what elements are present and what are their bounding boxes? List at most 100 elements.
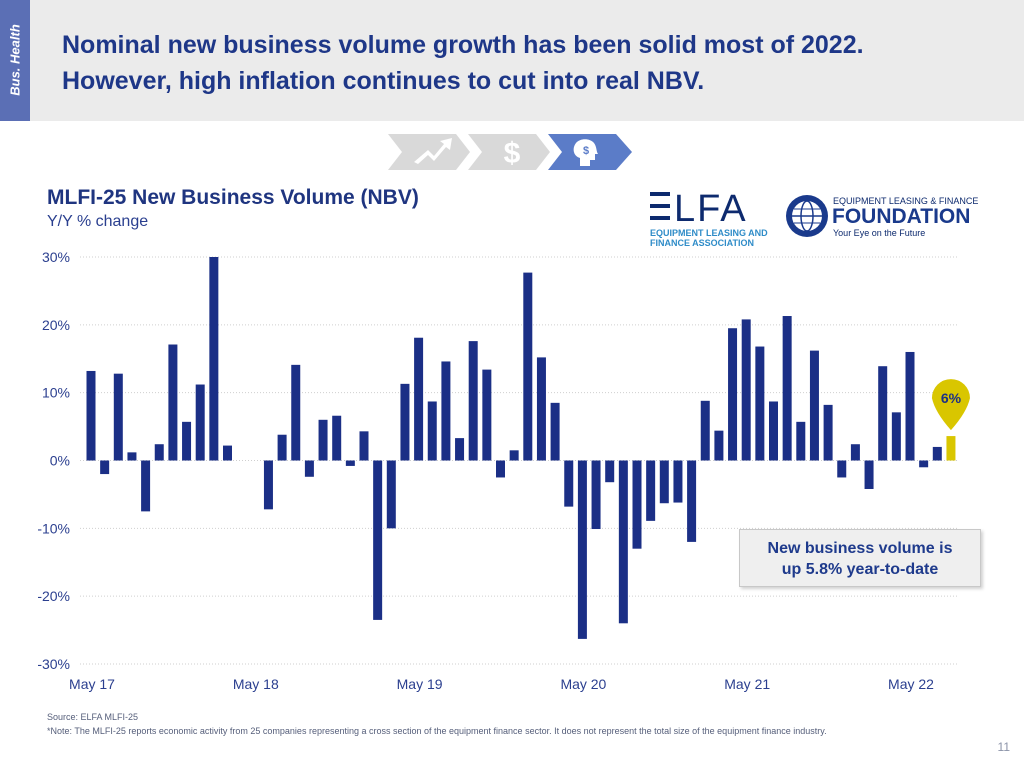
elfa-logo[interactable]: LFA EQUIPMENT LEASING AND FINANCE ASSOCI… xyxy=(648,186,772,250)
source-note: Source: ELFA MLFI-25 xyxy=(47,712,139,722)
headline-line-2: However, high inflation continues to cut… xyxy=(62,67,705,95)
y-tick-label: 10% xyxy=(42,385,70,401)
data-bar xyxy=(755,346,765,461)
data-bar xyxy=(646,460,656,521)
x-tick-label: May 22 xyxy=(888,676,934,692)
data-bar xyxy=(632,460,642,549)
globe-seal-icon xyxy=(786,195,828,237)
x-tick-label: May 20 xyxy=(560,676,606,692)
data-bar xyxy=(823,404,833,461)
data-bar xyxy=(291,364,301,461)
foundation-logo-word: FOUNDATION xyxy=(832,205,971,228)
data-bar xyxy=(741,319,751,461)
data-bar xyxy=(550,402,560,461)
data-bar xyxy=(86,370,96,461)
elfa-logo-mark: LFA xyxy=(648,186,772,233)
data-bar xyxy=(509,450,519,461)
svg-text:$: $ xyxy=(583,145,589,157)
data-bar xyxy=(605,460,615,483)
elfa-logo-line-1: EQUIPMENT LEASING AND xyxy=(650,228,768,238)
data-bar xyxy=(523,272,533,461)
svg-text:LFA: LFA xyxy=(674,188,748,226)
foundation-logo[interactable]: EQUIPMENT LEASING & FINANCE FOUNDATION Y… xyxy=(785,192,980,244)
data-bar xyxy=(769,401,778,461)
y-tick-label: 30% xyxy=(42,249,70,265)
highlight-data-label: 6% xyxy=(931,379,970,431)
y-tick-label: -20% xyxy=(37,588,70,604)
data-bar xyxy=(400,383,410,461)
data-bar xyxy=(100,460,110,475)
data-bar xyxy=(796,421,806,461)
data-bar xyxy=(441,361,451,461)
data-bar xyxy=(932,446,942,461)
highlight-bar xyxy=(946,436,956,461)
foundation-logo-top: EQUIPMENT LEASING & FINANCE xyxy=(833,196,979,206)
ytd-callout: New business volume is up 5.8% year-to-d… xyxy=(739,529,981,587)
data-bar xyxy=(127,452,137,461)
data-bar xyxy=(263,460,273,510)
y-tick-label: 20% xyxy=(42,317,70,333)
data-bar xyxy=(277,434,287,461)
chart-title: MLFI-25 New Business Volume (NBV) xyxy=(47,186,419,209)
data-bar xyxy=(577,460,587,639)
headline-line-1: Nominal new business volume growth has b… xyxy=(62,31,864,59)
page-headline: Nominal new business volume growth has b… xyxy=(62,27,962,99)
section-tab[interactable]: Bus. Health xyxy=(0,0,30,121)
data-bar xyxy=(141,460,151,512)
data-bar xyxy=(919,460,929,468)
data-bar xyxy=(728,328,738,461)
data-bar xyxy=(468,341,478,461)
data-bar xyxy=(168,344,178,461)
data-bar xyxy=(782,316,792,461)
data-bar xyxy=(318,419,328,461)
dollar-icon: $ xyxy=(504,137,521,170)
trend-arrow-icon xyxy=(414,138,452,164)
data-bar xyxy=(905,351,915,461)
data-bar xyxy=(864,460,874,489)
data-bar xyxy=(332,415,342,461)
data-bar xyxy=(482,369,492,461)
x-tick-label: May 17 xyxy=(69,676,115,692)
data-bar xyxy=(687,460,697,542)
chart-subtitle: Y/Y % change xyxy=(47,213,149,230)
callout-line-1: New business volume is xyxy=(767,540,953,557)
data-bar xyxy=(618,460,628,624)
step-head-dollar[interactable]: $ xyxy=(548,134,632,170)
data-bar xyxy=(373,460,383,620)
head-dollar-icon: $ xyxy=(573,139,598,166)
elfa-logo-line-2: FINANCE ASSOCIATION xyxy=(650,238,755,248)
data-bar xyxy=(700,400,710,461)
data-bar xyxy=(386,460,396,529)
y-tick-label: -30% xyxy=(37,656,70,672)
data-bar xyxy=(564,460,574,507)
data-label-text: 6% xyxy=(941,390,962,406)
y-tick-label: 0% xyxy=(50,453,70,469)
data-bar xyxy=(223,445,232,461)
step-trend[interactable] xyxy=(388,134,470,170)
data-bar xyxy=(182,421,192,461)
data-bar xyxy=(154,444,164,461)
data-bar xyxy=(878,366,888,461)
data-bar xyxy=(673,460,683,503)
data-bar xyxy=(427,401,437,461)
data-bar xyxy=(209,257,219,461)
data-bar xyxy=(414,337,424,461)
data-bar xyxy=(359,431,369,461)
y-tick-label: -10% xyxy=(37,520,70,536)
data-bar xyxy=(536,357,546,461)
data-bar xyxy=(304,460,314,477)
x-tick-label: May 18 xyxy=(233,676,279,692)
data-bar xyxy=(455,438,465,461)
header-banner xyxy=(0,0,1024,121)
x-tick-label: May 19 xyxy=(397,676,443,692)
footnote: *Note: The MLFI-25 reports economic acti… xyxy=(47,726,827,736)
callout-line-2: up 5.8% year-to-date xyxy=(781,561,939,578)
progress-steps: $ $ xyxy=(388,134,632,170)
data-bar xyxy=(195,384,205,461)
data-bar xyxy=(837,460,847,478)
data-bar xyxy=(591,460,601,530)
data-bar xyxy=(345,460,355,466)
page-number: 11 xyxy=(997,740,1010,754)
step-dollar[interactable]: $ xyxy=(468,134,550,170)
